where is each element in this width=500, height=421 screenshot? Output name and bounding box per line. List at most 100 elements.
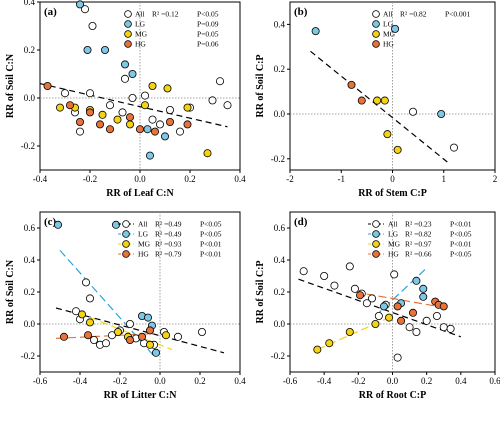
y-tick-label: -0.2 (21, 351, 35, 361)
data-point-hg (86, 108, 95, 117)
data-point-mg (383, 130, 392, 139)
data-point-all (208, 96, 217, 105)
x-tick-label: -1 (338, 174, 346, 184)
legend-marker (372, 10, 380, 18)
legend-series-name: HG (388, 250, 399, 259)
data-point-mg (148, 82, 157, 91)
legend-r-squared: R² =0.23 (405, 220, 432, 229)
legend-series-name: LG (135, 20, 146, 29)
data-point-all (393, 353, 402, 362)
y-tick-label: -0.2 (271, 351, 285, 361)
legend-p-value: P<0.01 (200, 250, 222, 259)
data-point-lg (76, 0, 85, 9)
legend-marker (124, 20, 132, 28)
data-point-mg (183, 103, 192, 112)
legend-marker (372, 230, 380, 238)
legend-series-name: MG (135, 30, 148, 39)
trend-line (39, 83, 228, 128)
y-tick-label: 0.2 (274, 287, 285, 297)
data-point-all (121, 74, 130, 83)
data-point-mg (163, 84, 172, 93)
data-point-hg (60, 332, 69, 341)
x-tick-label: 0.2 (184, 174, 195, 184)
x-axis-title: RR of Litter C:N (104, 390, 178, 401)
data-point-lg (379, 302, 388, 311)
data-point-lg (112, 220, 121, 229)
data-point-all (446, 324, 455, 333)
legend-p-value: P<0.05 (197, 10, 219, 19)
legend-p-value: P=0.05 (197, 30, 219, 39)
legend-p-value: P<0.05 (200, 220, 222, 229)
data-point-all (374, 311, 383, 320)
data-point-all (81, 5, 90, 14)
data-point-mg (86, 318, 95, 327)
data-point-all (350, 284, 359, 293)
legend-series-name: HG (135, 40, 146, 49)
data-point-mg (78, 310, 87, 319)
legend-r-squared: R² =0.79 (155, 250, 182, 259)
legend-marker (372, 30, 380, 38)
data-point-lg (145, 151, 154, 160)
data-point-all (197, 327, 206, 336)
data-point-all (106, 101, 115, 110)
x-tick-label: -0.2 (113, 376, 127, 386)
legend-series-name: All (383, 10, 393, 19)
data-point-hg (96, 120, 105, 129)
x-tick-label: 1 (442, 174, 447, 184)
legend-r-squared: R² =0.97 (405, 240, 432, 249)
legend-r-squared: R² =0.93 (155, 240, 182, 249)
data-point-hg (145, 326, 154, 335)
legend-p-value: P<0.05 (450, 250, 472, 259)
data-point-hg (165, 118, 174, 127)
x-tick-label: 2 (493, 174, 498, 184)
data-point-lg (128, 70, 137, 79)
data-point-hg (106, 125, 115, 134)
data-point-hg (76, 118, 85, 127)
data-point-all (155, 120, 164, 129)
legend-marker (122, 220, 130, 228)
legend-p-value: P=0.06 (197, 40, 219, 49)
y-axis-title: RR of Soil C:P (255, 260, 266, 323)
y-tick-label: 0.6 (274, 223, 286, 233)
data-point-lg (311, 27, 320, 36)
y-axis-title: RR of Soil C:N (5, 53, 16, 118)
y-tick-label: -0.2 (21, 141, 35, 151)
data-point-hg (126, 335, 135, 344)
data-point-all (367, 294, 376, 303)
data-point-all (299, 267, 308, 276)
data-point-all (330, 281, 339, 290)
legend-marker (372, 240, 380, 248)
legend-series-name: All (138, 220, 148, 229)
data-point-lg (419, 292, 428, 301)
trend-line-all (298, 278, 462, 338)
data-point-lg (160, 132, 169, 141)
trend-line (310, 50, 450, 164)
data-point-all (215, 77, 224, 86)
data-point-hg (356, 291, 365, 300)
data-point-all (86, 294, 95, 303)
data-point-all (86, 89, 95, 98)
data-point-all (108, 331, 117, 340)
x-tick-label: 0.0 (154, 376, 166, 386)
data-point-lg (151, 348, 160, 357)
x-tick-label: -2 (286, 174, 294, 184)
legend-series-name: LG (138, 230, 149, 239)
legend-series-name: MG (383, 30, 396, 39)
y-tick-label: 0.4 (24, 255, 36, 265)
x-tick-label: -0.6 (283, 376, 298, 386)
legend: All R² =0.23 P<0.01 LG R² =0.82 P<0.05 MG R² =0… (368, 220, 472, 259)
legend-r-squared: R² =0.82 (405, 230, 432, 239)
data-point-mg (140, 101, 149, 110)
y-tick-label: 0.0 (24, 319, 36, 329)
data-point-all (223, 101, 232, 110)
panel-label: (a) (44, 6, 57, 18)
data-point-all (90, 335, 99, 344)
legend-p-value: P<0.05 (450, 230, 472, 239)
x-tick-label: -0.4 (317, 376, 332, 386)
legend-marker (122, 250, 130, 258)
data-point-mg (161, 331, 170, 340)
data-point-hg (137, 332, 146, 341)
x-axis-title: RR of Root C:P (359, 390, 427, 401)
x-tick-label: -0.4 (33, 174, 48, 184)
data-point-all (320, 271, 329, 280)
